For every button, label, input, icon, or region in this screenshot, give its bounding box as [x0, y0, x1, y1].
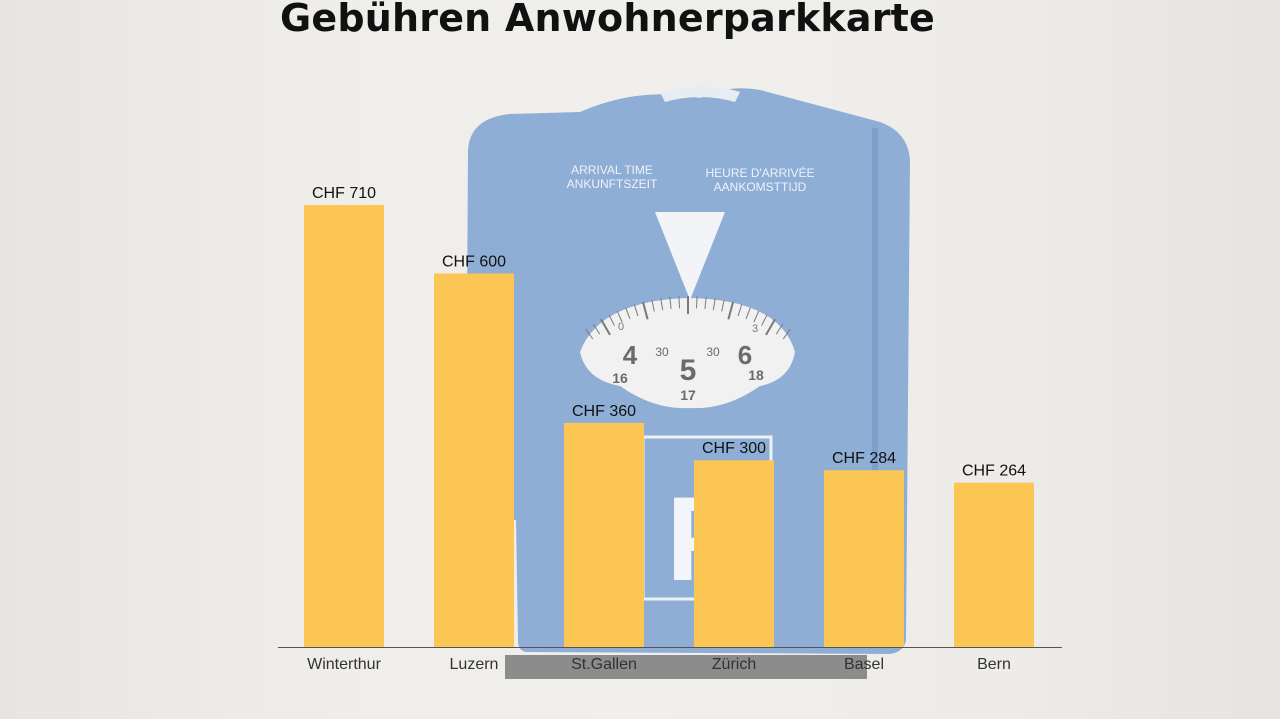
bar-basel	[824, 470, 904, 647]
dial-tick	[669, 296, 672, 309]
dial-tick	[651, 299, 655, 312]
dial-tick	[678, 296, 681, 309]
category-label-winterthur: Winterthur	[307, 656, 381, 673]
disc-dial-ticks	[585, 296, 791, 340]
dial-hour-5: 5	[680, 354, 697, 387]
disc-text-arrival-fr: HEURE D'ARRIVÉE	[706, 165, 815, 180]
dial-tick	[761, 314, 768, 326]
dial-tick	[585, 328, 594, 340]
value-label-bern: CHF 264	[962, 463, 1026, 480]
dial-half-left: 30	[655, 345, 669, 359]
dial-tick	[625, 307, 631, 319]
bar-winterthur	[304, 205, 384, 647]
dial-edge-right: 3	[752, 323, 758, 335]
category-label-z-rich: Zürich	[712, 656, 756, 673]
value-labels-group: CHF 710 CHF 600 CHF 360 CHF 300 CHF 284 CHF 2…	[312, 185, 1026, 480]
dial-edge-left: 0	[618, 321, 624, 333]
dial-tick	[641, 301, 649, 320]
bar-z-rich	[694, 460, 774, 647]
category-label-luzern: Luzern	[450, 656, 499, 673]
dial-tick	[775, 323, 784, 335]
dial-tick	[616, 310, 623, 323]
dial-tick	[782, 328, 791, 340]
dial-tick	[712, 298, 716, 311]
value-label-z-rich: CHF 300	[702, 440, 766, 457]
category-labels-group: Winterthur Luzern St.Gallen Zürich Basel Bern	[307, 656, 1011, 673]
bar-st-gallen	[564, 422, 644, 647]
disc-text-arrival-nl: AANKOMSTTIJD	[714, 180, 807, 194]
value-label-st-gallen: CHF 360	[572, 403, 636, 420]
dial-tick	[608, 314, 615, 326]
dial-tick	[737, 304, 743, 317]
chart-title: Gebühren Anwohnerparkkarte	[280, 0, 936, 40]
disc-shadow	[505, 655, 867, 679]
disc-tab	[660, 86, 740, 102]
bars-group	[304, 205, 1034, 647]
bar-bern	[954, 482, 1034, 647]
dial-tick	[592, 323, 601, 335]
dial-half-right: 30	[706, 345, 720, 359]
disc-dial-window	[580, 298, 795, 409]
disc-pointer-icon	[655, 212, 725, 300]
value-label-luzern: CHF 600	[442, 253, 506, 270]
dial-hour-6: 6	[738, 340, 752, 370]
category-label-st-gallen: St.Gallen	[571, 656, 637, 673]
dial-tick	[600, 318, 611, 336]
disc-text-arrival-de: ANKUNFTSZEIT	[567, 177, 658, 191]
disc-edge	[872, 128, 878, 648]
dial-pm-16: 16	[612, 370, 628, 386]
dial-tick	[660, 298, 664, 311]
dial-tick	[695, 296, 698, 309]
disc-text-arrival-en: ARRIVAL TIME	[571, 163, 653, 177]
category-label-basel: Basel	[844, 656, 884, 673]
dial-tick	[753, 310, 760, 323]
value-label-basel: CHF 284	[832, 450, 896, 467]
dial-tick	[727, 301, 735, 320]
dial-tick	[721, 299, 725, 312]
dial-tick	[633, 304, 639, 317]
category-label-bern: Bern	[977, 656, 1011, 673]
bar-luzern	[434, 273, 514, 647]
value-label-winterthur: CHF 710	[312, 185, 376, 202]
dial-tick	[765, 318, 776, 336]
dial-pm-18: 18	[748, 367, 764, 383]
dial-tick	[704, 296, 707, 309]
dial-tick	[745, 307, 751, 319]
dial-hour-4: 4	[623, 340, 638, 370]
dial-pm-17: 17	[680, 387, 696, 403]
